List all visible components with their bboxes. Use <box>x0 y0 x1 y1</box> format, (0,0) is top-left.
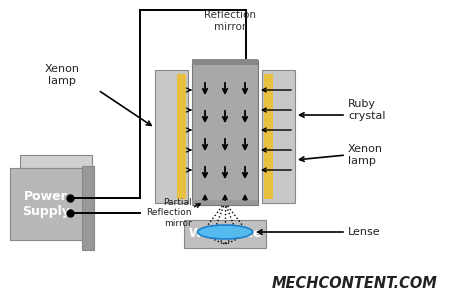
Text: Workpiece: Workpiece <box>188 227 262 240</box>
Text: Power
Supply: Power Supply <box>22 190 70 218</box>
Text: Ruby
crystal: Ruby crystal <box>348 99 385 121</box>
Bar <box>192 60 258 205</box>
Bar <box>20 155 92 168</box>
Bar <box>262 70 295 203</box>
Text: Xenon
lamp: Xenon lamp <box>45 64 80 86</box>
Text: Reflection
mirror: Reflection mirror <box>204 10 256 32</box>
Bar <box>155 70 188 203</box>
Ellipse shape <box>198 225 253 239</box>
Text: MECHCONTENT.COM: MECHCONTENT.COM <box>272 277 438 291</box>
Text: Partial
Reflection
mirror: Partial Reflection mirror <box>146 198 192 228</box>
Bar <box>82 166 94 250</box>
Text: Lense: Lense <box>348 227 381 237</box>
Text: Xenon
lamp: Xenon lamp <box>348 144 383 166</box>
Bar <box>192 59 258 65</box>
Bar <box>10 168 82 240</box>
Bar <box>192 200 258 205</box>
Bar <box>264 74 273 199</box>
Bar <box>184 220 266 248</box>
Bar <box>177 74 186 199</box>
